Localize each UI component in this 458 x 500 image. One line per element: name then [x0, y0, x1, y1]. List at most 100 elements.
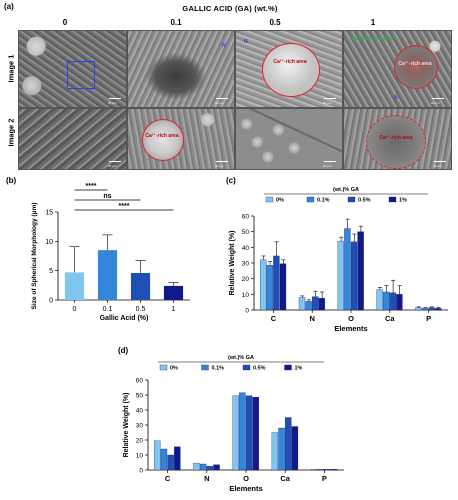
bar-0	[64, 272, 85, 300]
y-axis-label: Size of Spherical Morphology (μm)	[31, 203, 38, 310]
bar-Ca-0.5%	[285, 417, 292, 471]
bar-O-0.5%	[350, 241, 358, 311]
x-tick-label: 0.5	[136, 306, 146, 313]
sem-image-0-1-row1: N 20 μm	[127, 30, 235, 108]
n-marker: N	[394, 95, 398, 101]
x-tick-label: C	[165, 474, 171, 483]
legend-swatch-0.5%	[347, 196, 356, 203]
chart-c: 0 10 20 30 40 50 60 C N O Ca P Elements Relative Weig…	[229, 187, 448, 333]
bar-O-1%	[252, 397, 259, 471]
significance-label: ****	[86, 183, 97, 190]
bar-P-0.5%	[324, 469, 331, 471]
bar-Ca-1%	[396, 294, 403, 311]
x-tick-label: N	[309, 314, 314, 323]
legend-label-0%: 0%	[276, 198, 284, 204]
sem-image-0-row1: 20 μm	[18, 30, 127, 108]
bar-Ca-0.1%	[278, 427, 285, 471]
y-tick-label: 60	[242, 214, 250, 221]
bar-C-0.5%	[273, 255, 280, 311]
significance-label: ****	[119, 203, 130, 210]
ca-rich-area-outline	[394, 45, 438, 89]
sem-image-0-5-row1: N Ca²⁺-rich area 20 μm	[235, 30, 343, 108]
bar-Ca-0.5%	[389, 292, 396, 311]
bar-O-0.1%	[239, 392, 246, 471]
legend-label-0.1%: 0.1%	[317, 198, 330, 204]
y-tick-label: 20	[136, 438, 144, 445]
legend-title: (wt.)% GA	[228, 355, 254, 361]
x-tick-label: O	[243, 474, 249, 483]
sem-image-0-1-row2: Ca²⁺-rich area 20 μm	[127, 108, 235, 170]
row-label-image-1: Image 1	[6, 54, 16, 83]
y-axis-label: Relative Weight (%)	[229, 231, 236, 296]
panel-a-title: GALLIC ACID (GA) (wt.%)	[182, 4, 278, 13]
zoom-box	[67, 61, 95, 89]
x-tick-label: N	[204, 474, 209, 483]
ca-rich-area-outline	[142, 119, 184, 161]
bar-C-1%	[279, 263, 287, 311]
bar-O-1%	[357, 231, 364, 311]
x-tick-label: C	[271, 314, 277, 323]
legend-swatch-0%	[265, 196, 274, 203]
bar-C-0.1%	[160, 448, 168, 471]
y-axis-label: Relative Weight (%)	[123, 393, 130, 458]
legend-swatch-0%	[159, 364, 168, 371]
scale-label: 20 μm	[108, 164, 117, 168]
bar-C-0%	[154, 440, 161, 471]
x-tick-label: Ca	[385, 314, 395, 323]
legend-swatch-1%	[284, 364, 292, 371]
sem-image-1-row2: Ca²⁺-rich area 20 μm	[343, 108, 452, 170]
bar-C-0.5%	[167, 454, 174, 471]
y-tick-label: 50	[136, 393, 144, 400]
y-tick-label: 40	[242, 245, 250, 252]
legend-label-1%: 1%	[295, 366, 303, 372]
scale-label: 20 μm	[433, 164, 442, 168]
x-tick-label: Ca	[280, 474, 290, 483]
y-tick-label: 10	[45, 239, 53, 246]
bar-P-0%	[310, 469, 318, 471]
bar-Ca-0.1%	[383, 291, 390, 311]
bar-N-0%	[298, 297, 306, 311]
sem-image-0-row2: 20 μm	[18, 108, 127, 170]
column-header-1: 1	[370, 18, 376, 27]
scale-label: 20 μm	[431, 101, 440, 105]
legend-label-0.5%: 0.5%	[253, 366, 266, 372]
bar-N-0%	[193, 463, 200, 471]
y-tick-label: 40	[136, 408, 144, 415]
bar-P-0%	[415, 307, 422, 311]
column-header-0: 0	[62, 18, 68, 27]
y-tick-label: 30	[242, 261, 250, 268]
bar-P-1%	[435, 308, 442, 311]
bar-O-0.5%	[245, 395, 253, 471]
ca-rich-label: Ca²⁺-rich area	[145, 133, 179, 139]
x-axis-label: Gallic Acid (%)	[100, 315, 149, 322]
bar-O-0%	[232, 395, 239, 471]
x-axis-label: Elements	[229, 484, 262, 493]
significance-label: ns	[103, 193, 111, 200]
y-tick-label: 0	[49, 298, 53, 305]
n-marker: N	[244, 39, 248, 45]
y-tick-label: 10	[136, 453, 144, 460]
legend-swatch-0.1%	[306, 196, 315, 203]
legend-label-0.5%: 0.5%	[358, 198, 371, 204]
legend-title: (wt.)% GA	[333, 187, 359, 193]
y-tick-label: 50	[242, 229, 250, 236]
y-tick-label: 0	[245, 308, 249, 315]
y-tick-label: 10	[242, 292, 250, 299]
nitrogen-rich-label: Nitrogen-rich area	[350, 36, 394, 42]
bar-N-0.5%	[206, 466, 214, 471]
bar-N-1%	[213, 464, 220, 471]
bar-Ca-0%	[271, 432, 279, 471]
bar-O-0.1%	[344, 228, 351, 311]
legend-label-0%: 0%	[170, 366, 178, 372]
ca-rich-label: Ca²⁺-rich area	[379, 135, 413, 141]
x-tick-label: P	[426, 314, 431, 323]
column-header-0-1: 0.1	[170, 18, 182, 27]
y-tick-label: 60	[136, 378, 144, 385]
bar-O-0%	[337, 240, 344, 311]
bar-C-1%	[174, 446, 181, 471]
y-tick-label: 20	[242, 276, 250, 283]
bar-N-0.1%	[199, 463, 207, 471]
x-axis-label: Elements	[334, 324, 367, 333]
ca-rich-label: Ca²⁺-rich area	[398, 61, 432, 67]
ca-rich-area-outline	[262, 43, 320, 97]
